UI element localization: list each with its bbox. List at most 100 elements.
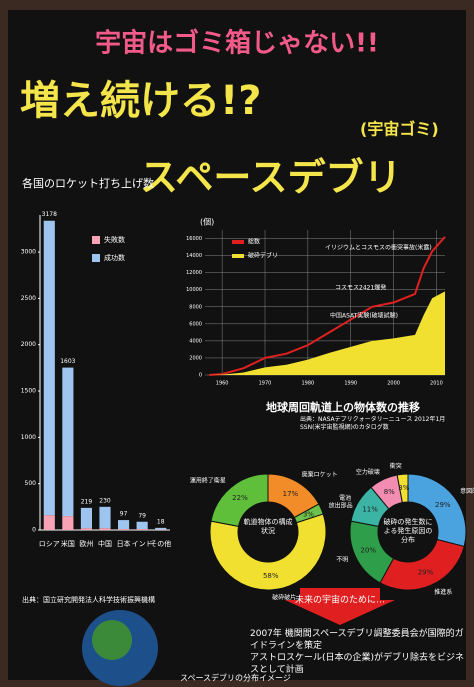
note: (宇宙ゴミ) xyxy=(360,120,439,139)
y-tick-label: 1500 xyxy=(21,388,36,395)
line-source: 出典：NASAデブリクォータリーニュース 2012年1月 SSN(米宇宙監視網)… xyxy=(300,416,446,431)
pie-title: 破砕の発生数による発生原因の分布 xyxy=(383,518,433,544)
y-tick-label: 14000 xyxy=(186,253,202,259)
footer-item: アストロスケール(日本の企業)がデブリ除去をビジネスとして計画 xyxy=(250,653,465,675)
legend-swatch xyxy=(92,254,100,262)
subtitle: スペースデブリ xyxy=(140,156,401,200)
slice-name: 破砕破片 xyxy=(272,593,296,601)
bar xyxy=(118,520,130,530)
legend-swatch xyxy=(92,236,100,244)
slice-name: 衝突 xyxy=(390,462,402,470)
y-tick-label: 8000 xyxy=(189,304,202,310)
slice-name: 廃棄ロケット xyxy=(302,471,338,479)
bar xyxy=(62,367,74,517)
pie-title-box: 軌道物体の構成状況 xyxy=(243,518,293,535)
annotation: 中国ASAT実験(破壊試験) xyxy=(330,312,398,320)
bar xyxy=(62,516,74,530)
slice-label: 8% xyxy=(384,488,395,496)
y-tick-label: 4000 xyxy=(189,338,202,344)
x-tick-label: 日本 xyxy=(117,539,131,548)
title: 宇宙はゴミ箱じゃない!! xyxy=(95,28,379,59)
land xyxy=(92,620,132,660)
x-tick-label: 欧州 xyxy=(79,539,93,548)
x-tick-label: 米国 xyxy=(61,539,75,548)
y-tick-label: 0 xyxy=(199,373,202,379)
bar xyxy=(136,521,148,530)
bar-label: 18 xyxy=(157,518,165,525)
y-tick-label: 16000 xyxy=(186,236,202,242)
x-tick-label: 1970 xyxy=(259,381,272,387)
slice-label: 3% xyxy=(398,484,409,492)
slice-name: 電池 xyxy=(339,494,351,502)
y-tick-label: 12000 xyxy=(186,270,202,276)
line-source-box: 出典：NASAデブリクォータリーニュース 2012年1月 SSN(米宇宙監視網)… xyxy=(300,416,446,431)
banner: 未来の宇宙のために… xyxy=(295,594,385,606)
headline: 増え続ける!? xyxy=(20,78,261,124)
legend-label: 総数 xyxy=(248,238,260,246)
footer-box: 2007年 機関間スペースデブリ調整委員会が国際的ガイドラインを策定 アストロス… xyxy=(250,629,465,675)
line-ylabel: (個) xyxy=(200,217,214,227)
x-tick-label: ロシア xyxy=(39,540,60,548)
y-tick-label: 6000 xyxy=(189,321,202,327)
bar-label: 79 xyxy=(138,512,146,519)
x-tick-label: その他 xyxy=(150,539,171,548)
legend-label: 成功数 xyxy=(104,253,125,262)
y-tick-label: 2000 xyxy=(21,341,36,348)
slice-label: 20% xyxy=(360,547,376,555)
bar xyxy=(99,506,111,529)
slice-label: 17% xyxy=(283,490,299,498)
legend-label: 破砕デブリ xyxy=(248,252,278,260)
bar-label: 230 xyxy=(99,497,111,504)
line-title: 地球周回軌道上の物体数の推移 xyxy=(266,400,420,414)
bar xyxy=(136,529,148,530)
bar-label: 219 xyxy=(81,498,93,505)
pie-title-box: 破砕の発生数による発生原因の分布 xyxy=(383,518,433,544)
slice-label: 3% xyxy=(303,511,314,519)
bar xyxy=(43,515,55,530)
legend-label: 失敗数 xyxy=(104,235,125,244)
pie-slice xyxy=(407,473,467,548)
pie-slice xyxy=(379,538,465,591)
y-tick-label: 10000 xyxy=(186,287,202,293)
x-tick-label: 中国 xyxy=(98,539,112,548)
x-tick-label: 2000 xyxy=(387,381,400,387)
y-tick-label: 0 xyxy=(32,527,36,534)
x-tick-label: 1990 xyxy=(344,381,357,387)
x-tick-label: インド xyxy=(132,540,153,548)
x-tick-label: 1960 xyxy=(216,381,229,387)
legend-swatch xyxy=(232,254,244,258)
bar-label: 1603 xyxy=(60,358,75,365)
bar-label: 3178 xyxy=(42,211,57,218)
bar xyxy=(80,507,92,529)
annotation: イリジウムとコスモスの衝突事故(米露) xyxy=(325,244,432,252)
slice-name: 意図的 xyxy=(460,487,474,495)
slice-label: 29% xyxy=(435,501,451,509)
slice-label: 22% xyxy=(232,494,248,502)
y-tick-label: 500 xyxy=(25,480,37,487)
pie-slice xyxy=(209,513,327,591)
bar xyxy=(43,220,55,516)
pie-slice xyxy=(396,473,409,504)
bar-footnote: 出典：国立研究開発法人科学技術振興機構 xyxy=(22,595,155,604)
slice-label: 29% xyxy=(418,568,434,576)
slice-name: 推進系 xyxy=(434,588,452,596)
annotation: コスモス2421爆発 xyxy=(335,284,386,292)
line xyxy=(209,236,446,376)
area xyxy=(209,291,445,375)
slice-label: 58% xyxy=(263,572,279,580)
caption: スペースデブリの分布イメージ xyxy=(180,673,291,683)
y-tick-label: 3000 xyxy=(21,249,36,256)
bar xyxy=(80,528,92,530)
bar xyxy=(155,527,167,530)
footer-item: 2007年 機関間スペースデブリ調整委員会が国際的ガイドラインを策定 xyxy=(250,629,464,651)
slice-name: 放出部品 xyxy=(329,501,353,509)
bar xyxy=(118,529,130,530)
x-tick-label: 2010 xyxy=(430,381,443,387)
y-tick-label: 2000 xyxy=(189,355,202,361)
pie-title: 軌道物体の構成状況 xyxy=(243,518,293,535)
slice-name: 運用終了衛星 xyxy=(190,477,226,485)
y-tick-label: 2500 xyxy=(21,295,36,302)
bar xyxy=(99,528,111,530)
banner-arrow xyxy=(285,588,395,625)
